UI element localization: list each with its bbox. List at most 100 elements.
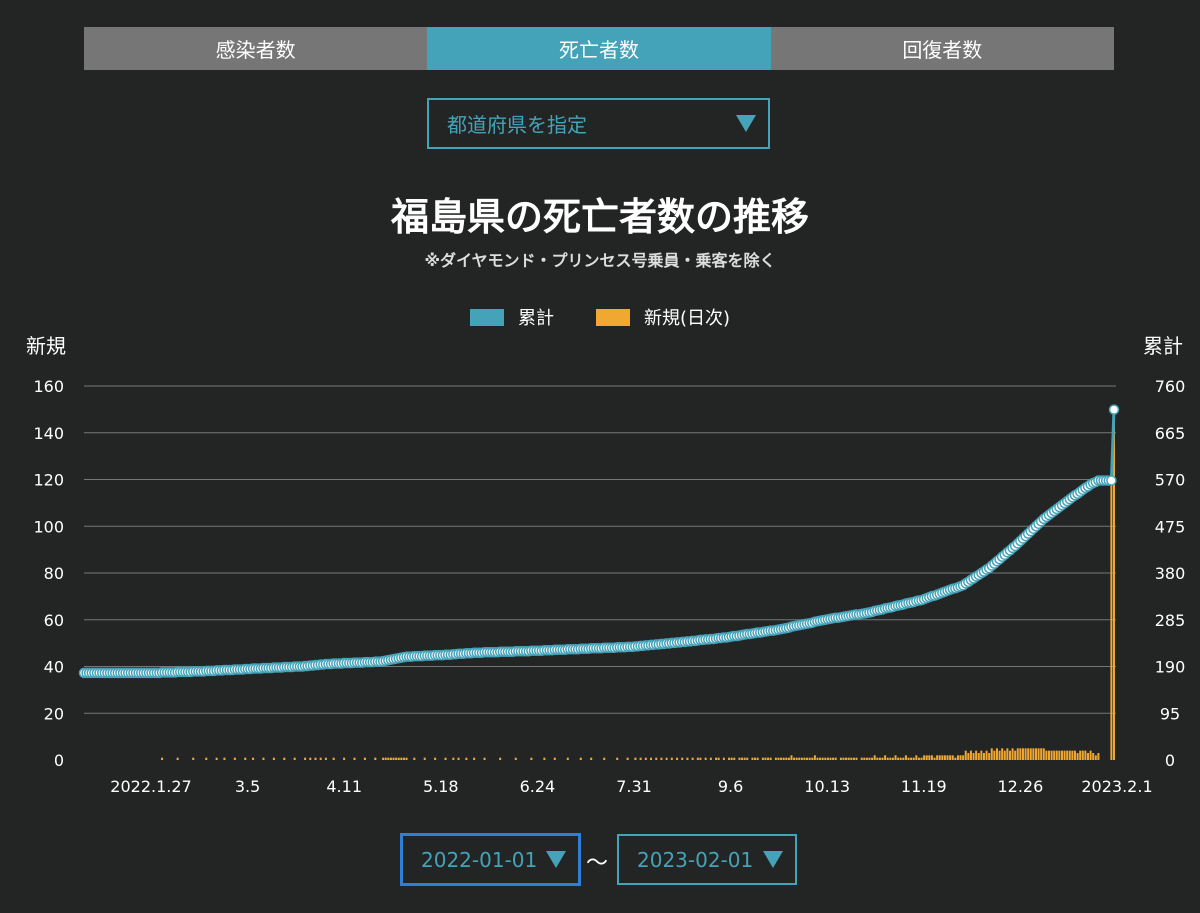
daily-bar <box>832 757 835 760</box>
daily-bar <box>709 757 712 760</box>
daily-bar <box>650 757 653 760</box>
daily-bar <box>1089 750 1092 760</box>
daily-bar <box>553 757 556 760</box>
daily-bar <box>813 755 816 760</box>
x-tick-label: 12.26 <box>997 777 1043 796</box>
daily-bar <box>387 757 390 760</box>
daily-bar <box>990 748 993 760</box>
daily-bar <box>868 757 871 760</box>
daily-bar <box>860 757 863 760</box>
tab-infections[interactable]: 感染者数 <box>84 27 428 70</box>
daily-bar <box>967 752 970 760</box>
daily-bar <box>800 757 803 760</box>
daily-bar <box>795 757 798 760</box>
daily-bar <box>946 755 949 760</box>
daily-bar <box>826 757 829 760</box>
daily-bar <box>1058 750 1061 760</box>
daily-bar <box>1066 750 1069 760</box>
daily-bar <box>1113 423 1115 760</box>
daily-bar <box>686 757 689 760</box>
daily-bar <box>319 757 322 760</box>
daily-bar <box>1094 755 1097 760</box>
tab-recoveries[interactable]: 回復者数 <box>770 27 1114 70</box>
daily-bar <box>951 755 954 760</box>
daily-bar <box>452 757 455 760</box>
daily-bar <box>938 755 941 760</box>
end-date-select[interactable]: 2023-02-01 <box>617 834 797 885</box>
daily-bar <box>855 757 858 760</box>
daily-bar <box>959 755 962 760</box>
daily-bar <box>262 757 265 760</box>
legend-item-daily[interactable]: 新規(日次) <box>595 304 730 330</box>
daily-bar <box>579 757 582 760</box>
daily-bar <box>930 755 933 760</box>
x-tick-label: 2023.2.1 <box>1081 777 1152 796</box>
daily-bar <box>1045 750 1048 760</box>
chart-legend: 累計 新規(日次) <box>0 304 1200 330</box>
daily-bar <box>353 757 356 760</box>
daily-bar <box>897 757 900 760</box>
daily-bar <box>192 757 195 760</box>
left-tick-label: 160 <box>33 377 64 396</box>
right-tick-label: 285 <box>1155 611 1186 630</box>
tab-deaths[interactable]: 死亡者数 <box>427 27 771 70</box>
daily-bar <box>1092 752 1095 760</box>
daily-bar <box>1079 750 1082 760</box>
daily-bar <box>839 757 842 760</box>
daily-bar <box>395 757 398 760</box>
daily-bar <box>1040 748 1043 760</box>
daily-bar <box>1073 750 1076 760</box>
daily-bar <box>616 757 619 760</box>
daily-bar <box>881 757 884 760</box>
daily-bar <box>405 757 408 760</box>
daily-bar <box>845 757 848 760</box>
daily-bar <box>777 757 780 760</box>
daily-bar <box>660 757 663 760</box>
start-date-value: 2022-01-01 <box>421 847 538 872</box>
daily-bar <box>293 757 296 760</box>
daily-bar <box>1086 752 1089 760</box>
daily-bar <box>722 757 725 760</box>
daily-bar <box>1055 750 1058 760</box>
chevron-down-icon <box>763 851 783 868</box>
daily-bar <box>543 757 546 760</box>
legend-swatch-cumulative <box>469 308 504 326</box>
end-date-value: 2023-02-01 <box>637 847 754 872</box>
prefecture-select-label: 都道府県を指定 <box>447 113 587 137</box>
daily-bar <box>665 757 668 760</box>
daily-bar <box>850 757 853 760</box>
daily-bar <box>767 757 770 760</box>
daily-bar <box>891 757 894 760</box>
x-tick-label: 6.24 <box>520 777 556 796</box>
left-tick-label: 60 <box>44 611 64 630</box>
legend-item-cumulative[interactable]: 累計 <box>469 304 554 330</box>
prefecture-select[interactable]: 都道府県を指定 <box>427 98 770 149</box>
start-date-select[interactable]: 2022-01-01 <box>401 834 580 885</box>
daily-bar <box>982 752 985 760</box>
daily-bar <box>969 750 972 760</box>
daily-bar <box>1060 750 1063 760</box>
daily-bar <box>499 757 502 760</box>
daily-bar <box>483 757 486 760</box>
daily-bar <box>434 757 437 760</box>
daily-bar <box>829 757 832 760</box>
daily-bar <box>949 755 952 760</box>
right-tick-label: 665 <box>1155 424 1186 443</box>
daily-bar <box>634 757 637 760</box>
daily-bar <box>1076 752 1079 760</box>
daily-bar <box>1019 748 1022 760</box>
right-tick-label: 570 <box>1155 471 1186 490</box>
daily-bar <box>995 748 998 760</box>
right-tick-label: 760 <box>1155 377 1186 396</box>
daily-bar <box>923 755 926 760</box>
daily-bar <box>894 755 897 760</box>
daily-bar <box>811 757 814 760</box>
daily-bar <box>915 755 918 760</box>
right-tick-label: 380 <box>1155 564 1186 583</box>
x-tick-label: 4.11 <box>326 777 362 796</box>
daily-bar <box>176 757 179 760</box>
daily-bar <box>223 757 226 760</box>
left-tick-label: 0 <box>54 751 64 770</box>
daily-bar <box>863 757 866 760</box>
daily-bar <box>751 757 754 760</box>
